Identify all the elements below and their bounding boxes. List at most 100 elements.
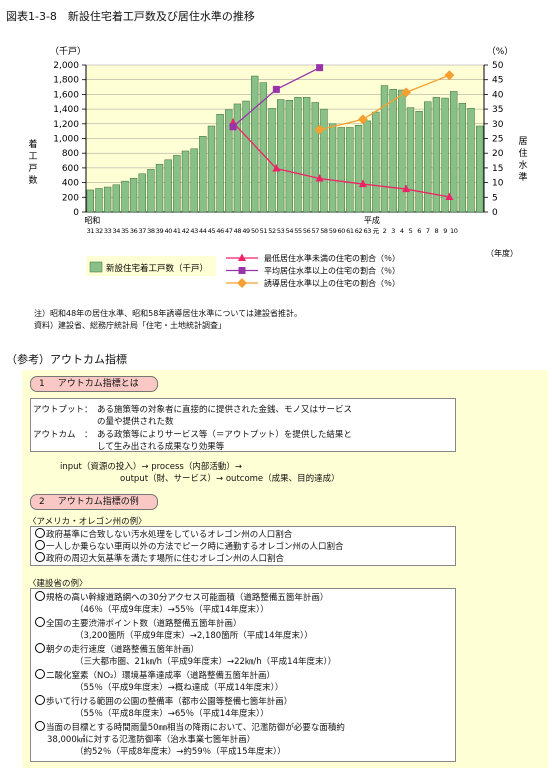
- y-tick-label-left: 1,000: [53, 135, 79, 145]
- x-tick-label: 34: [113, 227, 121, 235]
- y-tick-label-left: 600: [62, 164, 79, 174]
- x-tick-label: 62: [355, 227, 363, 235]
- chart: 02004006008001,0001,2001,4001,6001,8002,…: [28, 46, 528, 288]
- y-axis-label-right: 居: [518, 136, 527, 147]
- x-tick-label: 50: [251, 227, 259, 235]
- definition-term: アウトカム ：: [33, 430, 93, 440]
- point: [272, 85, 280, 93]
- y-tick-label-right: 50: [492, 61, 504, 71]
- legend-label: 誘導居住水準以上の住宅の割合（％）: [264, 278, 400, 288]
- point: [238, 253, 246, 261]
- bar: [103, 186, 112, 213]
- y-tick-label-right: 40: [492, 90, 504, 100]
- source: 資料）建設省、総務庁統計局「住宅・土地統計調査」: [34, 321, 226, 330]
- bar: [311, 102, 319, 213]
- y-tick-label-right: 0: [492, 208, 498, 218]
- bar: [276, 99, 285, 213]
- y-tick-label-left: 1,400: [53, 105, 79, 115]
- figure-title: 図表1-3-8 新設住宅着工戸数及び居住水準の推移: [6, 10, 255, 23]
- x-tick-label: 51: [260, 227, 268, 235]
- x-tick-label: 58: [320, 227, 328, 235]
- y-tick-label-left: 0: [73, 208, 79, 218]
- y-tick-label-right: 25: [492, 135, 503, 145]
- bar: [424, 101, 432, 213]
- left-unit: （千戸）: [50, 46, 86, 57]
- bullet-icon: [35, 643, 45, 653]
- x-tick-label: 63: [363, 227, 371, 235]
- bar: [354, 125, 363, 213]
- y-axis-label-right: 住: [518, 147, 527, 159]
- x-tick-label: 56: [303, 227, 311, 235]
- y-tick-label-left: 200: [62, 193, 79, 203]
- x-tick-label: 55: [294, 227, 302, 235]
- list-item-detail: （三大都市圏、21㎞/h（平成9年度末）→22㎞/h（平成14年度末））: [75, 657, 337, 667]
- bar: [86, 189, 95, 213]
- point: [229, 123, 237, 131]
- bar: [155, 163, 164, 213]
- ministry-header: 〈建設省の例〉: [28, 579, 88, 589]
- y-tick-label-left: 800: [62, 149, 79, 159]
- bar: [129, 177, 138, 213]
- bullet-icon: [35, 540, 45, 550]
- bar: [95, 188, 103, 213]
- y-tick-label-right: 35: [492, 105, 503, 115]
- list-item-detail: （3,200箇所（平成9年度末）→2,180箇所（平成14年度末））: [75, 631, 313, 641]
- y-tick-label-right: 15: [492, 164, 503, 174]
- definition-text: ある政策等によりサービス等（＝アウトプット）を提供した結果と: [97, 430, 352, 440]
- bar: [190, 148, 198, 213]
- bullet-icon: [35, 669, 45, 679]
- x-tick-label: 44: [199, 227, 207, 235]
- x-tick-label: 45: [208, 227, 216, 235]
- bar: [138, 173, 146, 213]
- list-item: 二酸化窒素（NO₂）環境基準達成率（道路整備五箇年計画）: [35, 669, 275, 681]
- bullet-icon: [35, 721, 45, 731]
- x-tick-label: 7: [426, 227, 430, 235]
- oregon-box: 政府基準に合致しない汚水処理をしているオレゴン州の人口割合 一人しか乗らない車両…: [30, 526, 456, 566]
- list-item: 当面の目標とする時間雨量50㎜相当の降雨において、氾濫防御が必要な面積約: [35, 721, 345, 733]
- bar: [268, 108, 276, 213]
- y-axis-label-right: 水: [518, 159, 527, 171]
- point: [237, 278, 247, 288]
- y-tick-label-left: 1,800: [53, 76, 79, 86]
- x-tick-label: 49: [242, 227, 250, 235]
- section-header: 1 アウトカム指標とは: [30, 376, 158, 392]
- reference-panel: 1 アウトカム指標とは アウトプット： ある施策等の対象者に直接的に提供された金…: [22, 370, 548, 768]
- bar: [302, 97, 311, 213]
- y-tick-label-right: 5: [492, 193, 498, 203]
- list-item-continued: 38,000㎢に対する氾濫防御率（治水事業七箇年計画）: [47, 735, 256, 745]
- y-axis-label-left: 着: [28, 138, 37, 150]
- era-label: 平成: [364, 215, 380, 225]
- y-tick-label-right: 30: [492, 120, 504, 130]
- x-tick-label: 61: [346, 227, 354, 235]
- bar: [207, 125, 216, 213]
- bullet-icon: [35, 528, 45, 538]
- legend-label: 新設住宅着工戸数（千戸）: [106, 263, 208, 274]
- bar: [467, 108, 475, 213]
- x-tick-label: 9: [443, 227, 447, 235]
- x-tick-label: 35: [121, 227, 129, 235]
- bar: [458, 102, 467, 213]
- bar: [112, 184, 120, 213]
- list-item: 一人しか乗らない車両以外の方法でピーク時に通勤するオレゴン州の人口割合: [35, 540, 344, 552]
- section-title: アウトカム指標とは: [57, 379, 139, 389]
- y-tick-label-right: 45: [492, 76, 503, 86]
- y-tick-label-right: 20: [492, 149, 504, 159]
- y-axis-label-left: 戸: [28, 163, 37, 174]
- x-tick-label: 33: [104, 227, 112, 235]
- bar: [432, 97, 441, 213]
- bar: [475, 125, 484, 213]
- point: [272, 163, 281, 172]
- point: [314, 124, 325, 135]
- x-tick-label: 59: [329, 227, 337, 235]
- bar: [259, 82, 268, 213]
- bar: [450, 91, 458, 213]
- x-tick-label: 5: [409, 227, 413, 235]
- bar: [398, 89, 406, 213]
- x-tick-label: 47: [225, 227, 233, 235]
- ministry-box: 規格の高い幹線道路網への30分アクセス可能面積（道路整備五箇年計画） （46％（…: [30, 588, 456, 762]
- bar: [121, 180, 129, 213]
- y-tick-label-left: 400: [62, 179, 79, 189]
- bullet-icon: [35, 617, 45, 627]
- x-tick-label: 38: [147, 227, 155, 235]
- bar: [173, 155, 181, 213]
